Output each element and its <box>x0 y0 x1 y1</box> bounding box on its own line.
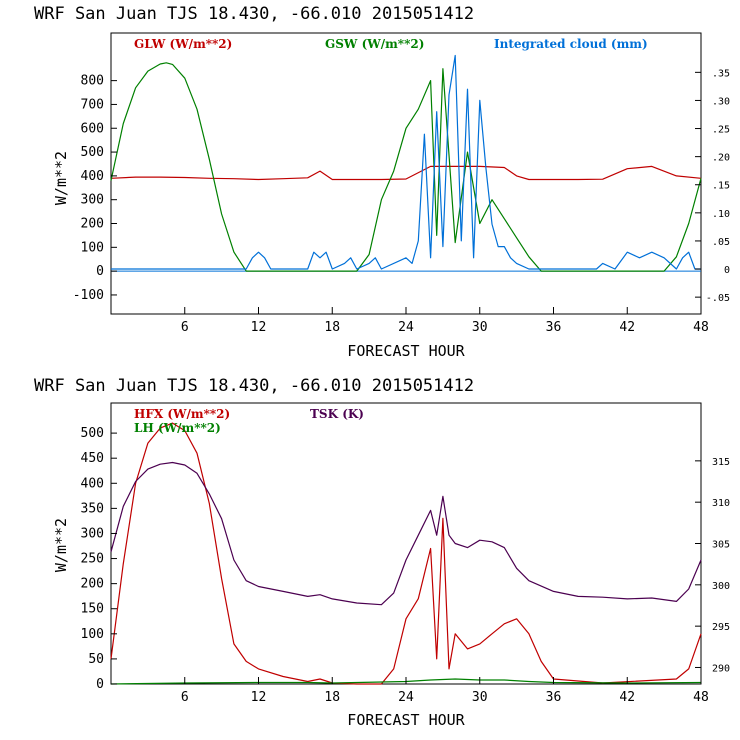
y-tick-label: 400 <box>81 169 104 184</box>
legend-integrated-cloud: Integrated cloud (mm) <box>494 37 648 51</box>
y-tick-label: 200 <box>81 217 104 232</box>
y2-tick-label: .20 <box>712 153 730 164</box>
legend-gsw: GSW (W/m**2) <box>325 37 424 51</box>
panel-2-plot-frame <box>110 402 702 685</box>
y-tick-label: 450 <box>81 451 104 466</box>
panel-1-y2-ticks: -.05 0 .05 .10 .15 .20 .25 .30 .35 <box>695 68 730 304</box>
x-tick-label: 42 <box>619 320 635 335</box>
x-tick-label: 18 <box>324 690 340 705</box>
panel-1-series-lines <box>110 54 702 272</box>
y-tick-label: 400 <box>81 476 104 491</box>
series-line-integrated <box>111 54 701 270</box>
y2-tick-label: 0 <box>724 265 730 276</box>
series-line-tsk <box>110 461 702 606</box>
y2-tick-label: 300 <box>712 581 730 592</box>
panel-1-plot-frame <box>110 32 702 315</box>
panel-1-y-axis-label: W/m**2 <box>52 151 70 205</box>
x-tick-label: 42 <box>619 690 635 705</box>
panel-2-x-ticks: 6 12 18 24 30 36 42 48 <box>181 677 709 705</box>
x-tick-label: 6 <box>181 320 189 335</box>
y2-tick-label: .10 <box>712 209 730 220</box>
legend-tsk: TSK (K) <box>310 407 364 421</box>
y-tick-label: 150 <box>81 602 104 617</box>
series-line-glw <box>110 165 702 181</box>
panel-1-x-ticks: 6 12 18 24 30 36 42 48 <box>181 307 709 335</box>
panel-2-title: WRF San Juan TJS 18.430, -66.010 2015051… <box>34 376 474 396</box>
panel-1-title: WRF San Juan TJS 18.430, -66.010 2015051… <box>34 4 474 24</box>
series-line-gsw <box>110 62 702 272</box>
y2-tick-label: .25 <box>712 125 730 136</box>
y2-tick-label: .05 <box>712 237 730 248</box>
panel-2-y-axis-label: W/m**2 <box>52 518 70 572</box>
panel-2-y2-ticks: 290 295 300 305 310 315 <box>695 457 730 674</box>
legend-hfx: HFX (W/m**2) <box>134 407 230 421</box>
y-tick-label: 500 <box>81 426 104 441</box>
y2-tick-label: 310 <box>712 498 730 509</box>
x-tick-label: 24 <box>398 320 414 335</box>
x-tick-label: 36 <box>546 690 562 705</box>
y2-tick-label: -.05 <box>706 293 730 304</box>
y-tick-label: 200 <box>81 577 104 592</box>
x-tick-label: 48 <box>693 320 709 335</box>
y2-tick-label: .35 <box>712 68 730 79</box>
x-tick-label: 12 <box>251 690 267 705</box>
y-tick-label: 0 <box>96 677 104 692</box>
y-tick-label: 300 <box>81 193 104 208</box>
legend-glw: GLW (W/m**2) <box>134 37 232 51</box>
panel-2-series-lines <box>110 422 702 685</box>
y-tick-label: 50 <box>88 652 104 667</box>
y-tick-label: 600 <box>81 121 104 136</box>
panel-2-y-ticks: 0 50 100 150 200 250 300 350 400 450 500 <box>81 426 117 692</box>
x-tick-label: 24 <box>398 690 414 705</box>
series-line-lh <box>110 678 702 685</box>
panel-2: WRF San Juan TJS 18.430, -66.010 2015051… <box>34 376 730 729</box>
x-tick-label: 18 <box>324 320 340 335</box>
legend-lh: LH (W/m**2) <box>134 421 221 435</box>
panel-1-x-axis-label: FORECAST HOUR <box>347 342 465 360</box>
y-tick-label: 100 <box>81 627 104 642</box>
y2-tick-label: .30 <box>712 96 730 107</box>
x-tick-label: 30 <box>472 690 488 705</box>
y2-tick-label: .15 <box>712 181 730 192</box>
x-tick-label: 12 <box>251 320 267 335</box>
x-tick-label: 30 <box>472 320 488 335</box>
y-tick-label: 350 <box>81 501 104 516</box>
x-tick-label: 6 <box>181 690 189 705</box>
panel-2-x-axis-label: FORECAST HOUR <box>347 711 465 729</box>
y-tick-label: 700 <box>81 97 104 112</box>
series-line-hfx <box>110 422 702 685</box>
x-tick-label: 36 <box>546 320 562 335</box>
y-tick-label: 800 <box>81 74 104 89</box>
y2-tick-label: 290 <box>712 663 730 674</box>
y-tick-label: 0 <box>96 264 104 279</box>
y2-tick-label: 295 <box>712 622 730 633</box>
y2-tick-label: 305 <box>712 540 730 551</box>
y-tick-label: 500 <box>81 145 104 160</box>
panel-1: WRF San Juan TJS 18.430, -66.010 2015051… <box>34 4 730 360</box>
y-tick-label: -100 <box>73 288 104 303</box>
x-tick-label: 48 <box>693 690 709 705</box>
panel-1-y-ticks: -100 0 100 200 300 400 500 600 700 800 <box>73 74 117 303</box>
y-tick-label: 300 <box>81 526 104 541</box>
y-tick-label: 100 <box>81 240 104 255</box>
y2-tick-label: 315 <box>712 457 730 468</box>
y-tick-label: 250 <box>81 552 104 567</box>
